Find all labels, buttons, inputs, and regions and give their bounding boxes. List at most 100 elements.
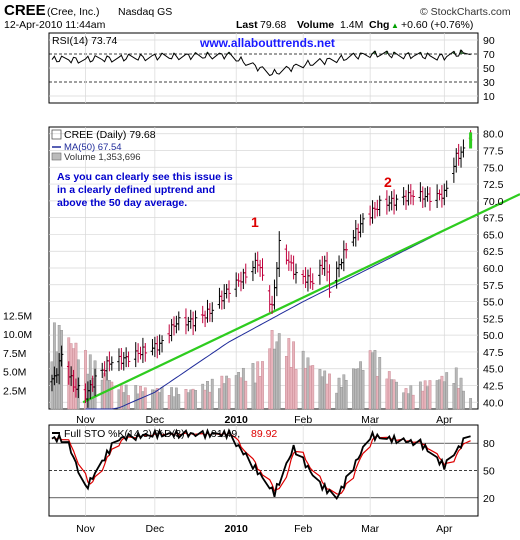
volume-bar — [172, 396, 176, 410]
price-panel: 80.0 77.5 75.0 72.5 70.0 67.5 65.0 62.5 60.0 57.5… — [3, 126, 520, 410]
volume-bar — [335, 392, 339, 410]
volume-bar — [409, 385, 413, 410]
volume-bar — [354, 368, 358, 410]
volume-bar — [239, 377, 243, 410]
volume-bar — [261, 361, 264, 410]
volume-bar — [435, 380, 439, 410]
volume-bar — [206, 381, 209, 410]
sto-label: Full STO %K(14,3) %D(3) — [64, 428, 185, 440]
volume-bar — [373, 350, 377, 410]
volume-bar — [143, 387, 147, 410]
price-tick-label: 45.0 — [483, 364, 504, 376]
month-label: Apr — [436, 523, 453, 535]
volume-bar — [177, 394, 181, 410]
chg-value: +0.60 (+0.76%) — [401, 19, 473, 31]
volume-bar — [375, 376, 379, 410]
volume-bar — [253, 382, 257, 410]
rsi-tick-label: 30 — [483, 77, 495, 89]
volume-bar — [244, 380, 248, 410]
legend-ma: MA(50) 67.54 — [64, 142, 122, 153]
volume-bar — [170, 387, 174, 410]
price-tick-label: 52.5 — [483, 313, 504, 325]
volume-tick-label: 10.0M — [3, 329, 32, 341]
rsi-panel: RSI(14) 73.74 www.allabouttrends.net 90 7… — [48, 32, 495, 104]
volume-tick-label: 5.0M — [3, 367, 26, 379]
last-value: 79.68 — [260, 19, 286, 31]
volume-bar — [337, 377, 341, 410]
volume-bar — [387, 371, 391, 410]
volume-bar — [340, 386, 343, 410]
volume-bar — [258, 376, 262, 410]
price-tick-label: 75.0 — [483, 162, 504, 174]
volume-bar — [368, 350, 372, 410]
volume-bar — [395, 381, 398, 410]
price-tick-label: 77.5 — [483, 146, 504, 158]
label-1: 1 — [251, 214, 259, 230]
price-tick-label: 80.0 — [483, 129, 504, 141]
month-label: Apr — [436, 414, 453, 426]
volume-bar — [294, 369, 298, 410]
label-2: 2 — [384, 174, 392, 190]
volume-tick-label: 2.5M — [3, 385, 26, 397]
volume-bar — [308, 365, 312, 410]
price-tick-label: 70.0 — [483, 196, 504, 208]
volume-bar — [385, 378, 389, 410]
volume-bar — [356, 368, 360, 410]
volume-bar — [218, 388, 221, 410]
price-tick-label: 42.5 — [483, 381, 504, 393]
month-label: Mar — [361, 414, 380, 426]
volume-bar — [328, 373, 331, 410]
volume-bar — [191, 388, 195, 410]
volume-bar — [306, 357, 310, 410]
volume-bar — [167, 395, 171, 410]
volume-bar — [189, 389, 193, 410]
sto-d-line — [51, 432, 471, 495]
volume-bar — [402, 392, 406, 410]
rsi-tick-label: 90 — [483, 35, 495, 47]
volume-bar — [418, 381, 422, 410]
rsi-tick-label: 70 — [483, 49, 495, 61]
uptrend-line — [82, 193, 520, 404]
volume-bar — [273, 348, 276, 410]
price-legend: CREE (Daily) 79.68 MA(50) 67.54 Volume 1… — [51, 129, 156, 163]
month-label: Mar — [361, 523, 380, 535]
volume-bar — [469, 398, 473, 410]
price-tick-label: 67.5 — [483, 213, 504, 225]
volume-bar — [445, 372, 449, 410]
volume-bar — [160, 387, 164, 410]
volume-value: 1.4M — [340, 19, 363, 31]
volume-bar — [304, 367, 307, 410]
month-label: Nov — [76, 523, 95, 535]
month-label: Nov — [76, 414, 95, 426]
volume-bar — [74, 342, 78, 410]
volume-bar — [119, 385, 123, 410]
volume-bar — [325, 383, 329, 410]
price-tick-label: 60.0 — [483, 263, 504, 275]
volume-bar — [136, 393, 140, 410]
chg-label: Chg — [369, 19, 389, 31]
price-tick-label: 65.0 — [483, 229, 504, 241]
volume-bar — [411, 394, 415, 410]
volume-bar — [208, 391, 212, 410]
volume-bar — [186, 392, 190, 410]
annotation-line-3: above the 50 day average. — [57, 197, 187, 209]
volume-bar — [268, 348, 272, 410]
volume-bar — [423, 380, 427, 410]
volume-bar — [323, 370, 327, 410]
volume-bar — [134, 385, 138, 410]
rsi-tick-label: 10 — [483, 91, 495, 103]
volume-bar — [342, 374, 346, 410]
volume-bar — [201, 383, 205, 410]
volume-bar — [404, 388, 408, 410]
volume-bar — [241, 367, 245, 410]
volume-bar — [227, 378, 231, 410]
volume-bar — [292, 341, 295, 410]
volume-bar — [442, 381, 446, 410]
volume-bar — [301, 350, 305, 410]
volume-bar — [462, 390, 465, 410]
volume-bar — [318, 369, 322, 410]
volume-bar — [225, 375, 229, 410]
volume-bar — [234, 375, 238, 410]
volume-bar — [174, 387, 178, 410]
